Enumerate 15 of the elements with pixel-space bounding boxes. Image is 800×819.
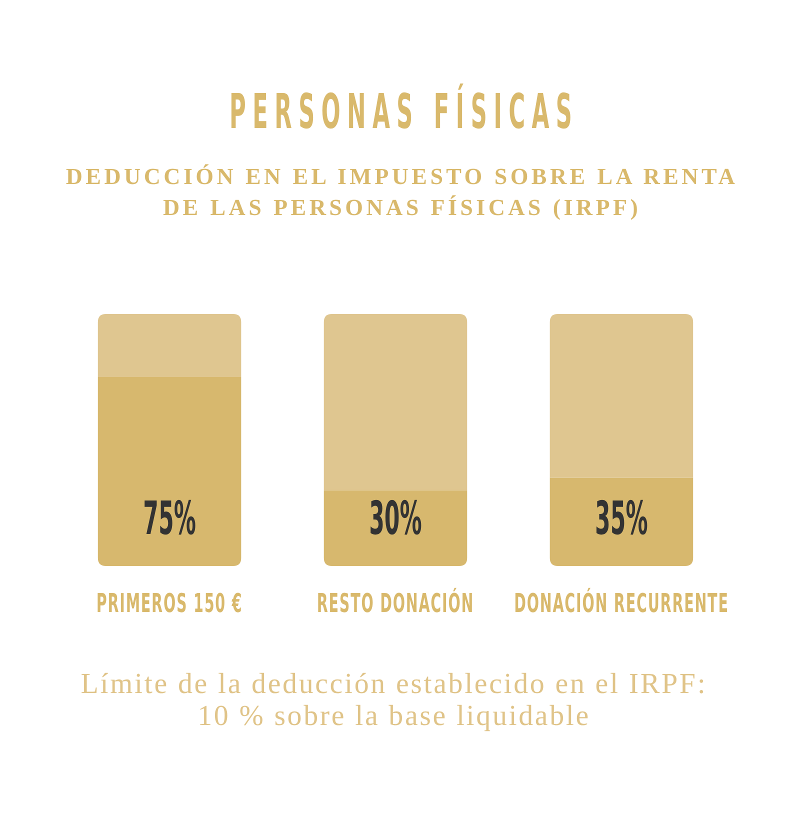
text: Límite de la deducción establecido en el IRPF: 10 % sobre la base liquidable [80, 668, 708, 732]
chart-title: PERSONAS FÍSICAS [229, 83, 579, 140]
bar [98, 314, 242, 377]
bar [98, 377, 242, 566]
x-tick-label: DONACIÓN RECURRENTE [514, 587, 729, 618]
bar [550, 478, 694, 566]
data-label: 35% [595, 492, 648, 546]
x-tick-label: RESTO DONACIÓN [316, 587, 474, 618]
bar [324, 314, 468, 490]
data-label: 30% [369, 492, 422, 546]
bar [550, 314, 694, 478]
bar [324, 490, 468, 566]
x-tick-label: PRIMEROS 150 € [96, 588, 243, 618]
data-label: 75% [143, 492, 196, 546]
chart-subtitle: DEDUCCIÓN EN EL IMPUESTO SOBRE LA RENTA DE LAS PERSONAS FÍSICAS (IRPF) [66, 164, 738, 220]
